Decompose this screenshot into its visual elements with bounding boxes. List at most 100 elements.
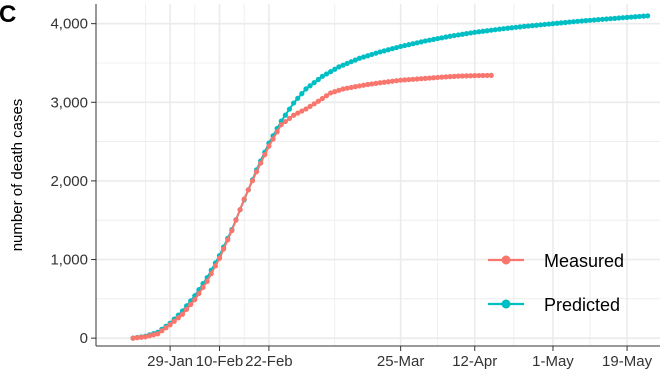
data-point-measured xyxy=(159,328,165,334)
x-tick-label: 1-May xyxy=(532,353,574,370)
data-point-measured xyxy=(360,82,367,88)
data-point-predicted xyxy=(505,25,511,31)
data-point-measured xyxy=(328,90,334,96)
data-point-measured xyxy=(377,80,383,86)
series-measured xyxy=(130,72,494,341)
data-point-predicted xyxy=(286,106,293,112)
data-point-predicted xyxy=(410,41,416,47)
data-point-predicted xyxy=(645,13,651,19)
data-point-predicted xyxy=(562,19,568,26)
panel-label: C xyxy=(0,1,16,28)
data-point-measured xyxy=(208,271,214,277)
data-point-measured xyxy=(414,76,420,82)
data-point-predicted xyxy=(291,100,297,106)
series-layer xyxy=(130,13,651,341)
data-point-predicted xyxy=(455,32,461,38)
data-point-measured xyxy=(340,86,346,92)
data-point-measured xyxy=(216,255,223,261)
data-point-measured xyxy=(369,81,375,87)
data-point-predicted xyxy=(307,83,313,89)
data-point-measured xyxy=(459,73,465,79)
data-point-predicted xyxy=(443,34,449,40)
data-point-predicted xyxy=(509,25,515,31)
data-point-measured xyxy=(295,110,301,116)
data-point-predicted xyxy=(570,19,577,25)
data-point-predicted xyxy=(348,59,354,65)
data-point-measured xyxy=(163,325,169,331)
legend-item-measured: Measured xyxy=(488,251,624,271)
data-point-measured xyxy=(155,331,161,337)
legend-label: Predicted xyxy=(544,295,620,315)
data-point-measured xyxy=(476,72,482,79)
data-point-predicted xyxy=(546,21,552,27)
data-point-measured xyxy=(430,75,437,81)
data-point-predicted xyxy=(554,20,560,26)
data-point-measured xyxy=(488,72,494,78)
data-point-measured xyxy=(385,79,391,85)
data-point-predicted xyxy=(468,30,474,36)
data-point-measured xyxy=(319,95,326,102)
data-point-measured xyxy=(299,108,305,114)
data-point-measured xyxy=(278,122,284,128)
data-point-measured xyxy=(253,169,260,175)
legend-item-predicted: Predicted xyxy=(488,295,620,315)
data-point-measured xyxy=(179,311,186,317)
data-point-measured xyxy=(468,73,474,79)
data-point-measured xyxy=(237,206,243,213)
data-point-measured xyxy=(422,75,428,81)
data-point-predicted xyxy=(315,76,321,83)
data-point-predicted xyxy=(616,15,622,21)
data-point-measured xyxy=(241,196,247,202)
data-point-measured xyxy=(336,87,342,93)
data-point-predicted xyxy=(447,33,453,39)
data-point-predicted xyxy=(426,37,433,43)
data-point-measured xyxy=(245,187,251,193)
data-point-predicted xyxy=(430,36,437,42)
data-point-predicted xyxy=(377,49,383,55)
data-point-predicted xyxy=(319,73,326,79)
data-point-predicted xyxy=(418,39,424,45)
data-point-predicted xyxy=(595,17,601,23)
data-point-measured xyxy=(262,152,268,158)
data-point-predicted xyxy=(402,42,408,49)
data-point-measured xyxy=(393,78,400,84)
data-point-measured xyxy=(389,78,396,84)
data-point-predicted xyxy=(472,29,478,35)
y-axis-title: number of death cases xyxy=(9,99,26,252)
x-tick-label: 25-Mar xyxy=(377,353,425,370)
data-point-measured xyxy=(188,301,194,308)
data-point-measured xyxy=(229,228,235,234)
data-point-measured xyxy=(406,76,412,83)
y-tick-label: 2,000 xyxy=(50,173,88,190)
data-point-predicted xyxy=(328,69,334,75)
data-point-measured xyxy=(167,322,173,328)
data-point-measured xyxy=(249,178,256,184)
data-point-measured xyxy=(381,79,387,85)
data-point-predicted xyxy=(360,54,367,60)
data-point-predicted xyxy=(389,46,396,52)
data-point-predicted xyxy=(459,31,465,37)
data-point-predicted xyxy=(608,16,614,22)
data-point-predicted xyxy=(406,42,412,48)
data-point-measured xyxy=(266,143,272,149)
data-point-measured xyxy=(418,76,424,82)
data-point-measured xyxy=(221,246,227,252)
data-point-measured xyxy=(472,73,478,79)
data-point-measured xyxy=(225,237,231,243)
legend: Measured Predicted xyxy=(488,251,624,315)
data-point-measured xyxy=(315,98,321,104)
data-point-predicted xyxy=(336,64,342,70)
data-point-measured xyxy=(332,89,338,95)
data-point-predicted xyxy=(558,20,564,26)
data-point-measured xyxy=(282,118,288,125)
data-point-measured xyxy=(373,80,379,86)
data-point-predicted xyxy=(500,26,507,32)
legend-key-point xyxy=(501,255,511,265)
data-point-measured xyxy=(134,335,140,341)
data-point-predicted xyxy=(488,27,494,33)
grid-major xyxy=(96,4,660,346)
data-point-predicted xyxy=(566,19,573,25)
data-point-measured xyxy=(311,101,317,107)
data-point-predicted xyxy=(612,15,618,21)
